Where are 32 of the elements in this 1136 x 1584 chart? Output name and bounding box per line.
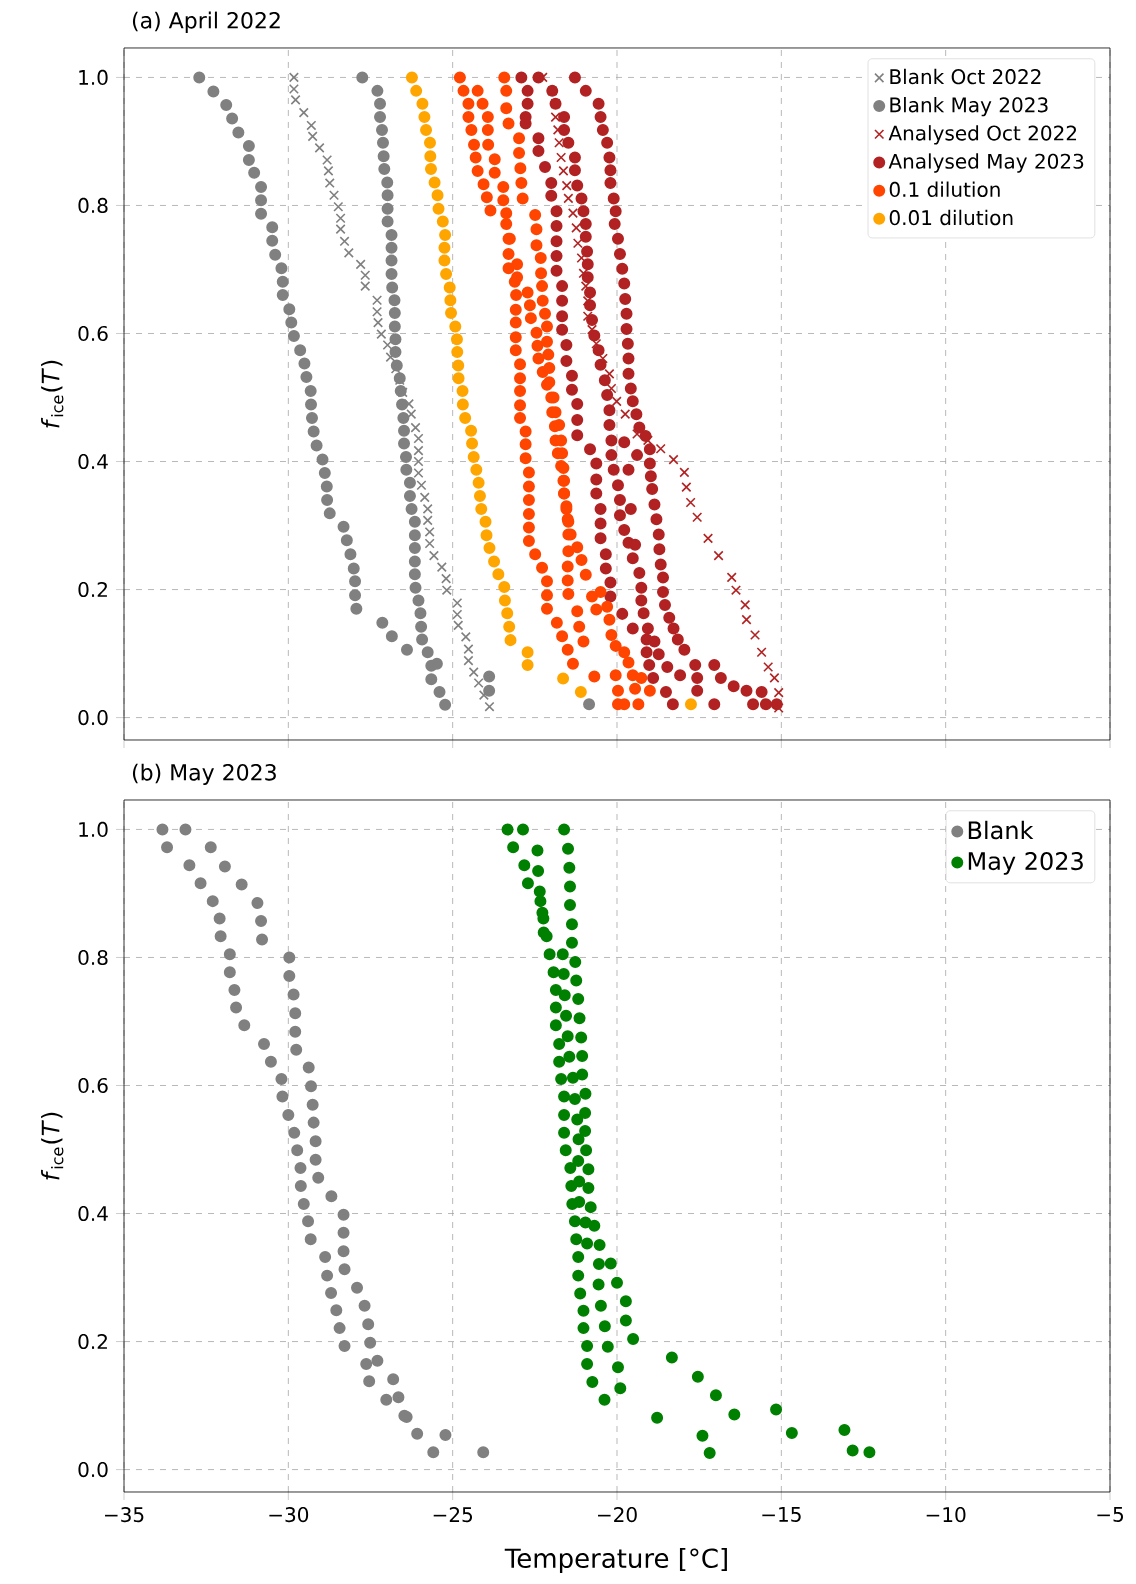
legend-label: Blank May 2023 (890, 96, 1048, 117)
legend-label: Blank (968, 820, 1034, 840)
x-tick-label: −15 (762, 1507, 801, 1522)
legend-label: 0.01 dilution (889, 209, 1013, 226)
y-tick-label: 1.0 (79, 69, 108, 85)
x-tick-label: −5 (1097, 1507, 1123, 1522)
x-tick-label: −20 (598, 1507, 637, 1523)
x-tick-label: −30 (269, 1507, 309, 1523)
y-axis-title: f$_{ice}$(T) (41, 1112, 64, 1180)
x-tick-label: −10 (926, 1507, 966, 1523)
legend-label: Blank Oct 2022 (890, 68, 1041, 85)
legend-label: Analysed Oct 2022 (888, 125, 1077, 145)
y-tick-label: 0.0 (78, 710, 108, 726)
legend-label: May 2023 (968, 852, 1083, 875)
x-axis-title: Temperature [°C] (504, 1547, 727, 1574)
chart-title: (b) May 2023 (132, 763, 276, 785)
legend-label: Analysed May 2023 (888, 153, 1084, 173)
y-tick-label: 0.6 (78, 325, 108, 342)
y-tick-label: 1.0 (79, 821, 108, 837)
y-axis-title: f$_{ice}$(T) (41, 360, 64, 428)
y-tick-label: 0.8 (78, 197, 108, 214)
y-tick-label: 0.2 (78, 581, 107, 598)
y-tick-label: 0.0 (78, 1462, 108, 1478)
y-tick-label: 0.4 (78, 453, 108, 470)
y-tick-label: 0.2 (78, 1333, 107, 1350)
x-tick-label: −35 (105, 1507, 144, 1523)
y-tick-label: 0.8 (78, 949, 108, 966)
y-tick-label: 0.6 (78, 1077, 108, 1094)
legend-label: 0.1 dilution (889, 181, 1000, 198)
y-tick-label: 0.4 (78, 1205, 108, 1222)
x-tick-label: −25 (433, 1507, 473, 1523)
chart-title: (a) April 2022 (132, 11, 280, 33)
